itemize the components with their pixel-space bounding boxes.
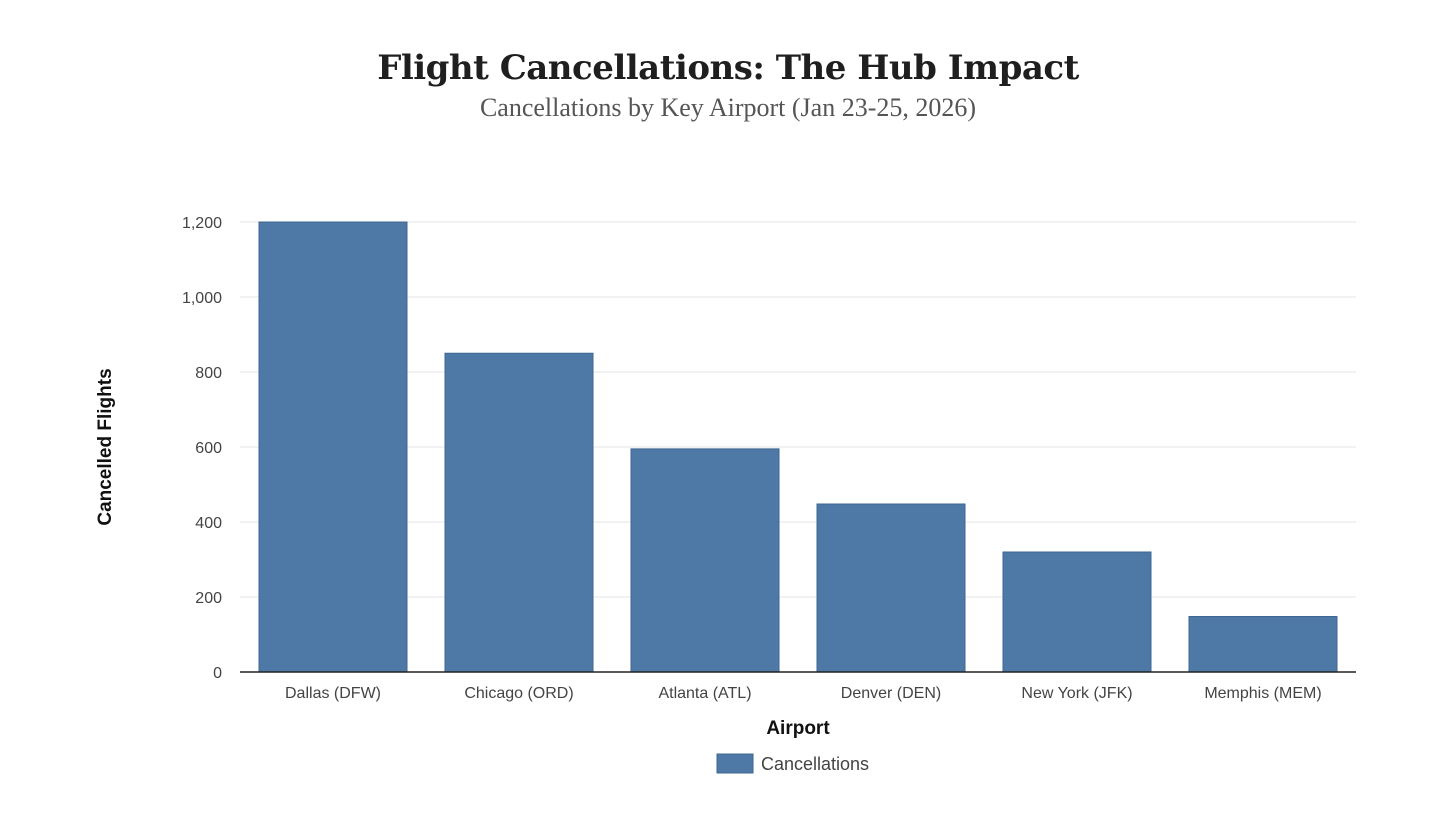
y-tick-label: 600 (195, 440, 222, 457)
x-tick-label: Memphis (MEM) (1204, 685, 1321, 702)
legend: Cancellations (716, 753, 869, 774)
legend-swatch (716, 753, 754, 774)
chart-title: Flight Cancellations: The Hub Impact (377, 48, 1079, 88)
y-tick-label: 0 (213, 665, 222, 682)
bar (816, 503, 966, 673)
x-tick-label: Atlanta (ATL) (658, 685, 751, 702)
chart-subtitle: Cancellations by Key Airport (Jan 23-25,… (479, 93, 977, 122)
x-axis-ticks: Dallas (DFW) Chicago (ORD) Atlanta (ATL) De… (285, 685, 1322, 702)
bar (1188, 616, 1338, 673)
bar (444, 352, 594, 673)
y-tick-label: 1,000 (182, 290, 222, 307)
y-tick-label: 400 (195, 515, 222, 532)
y-axis-title: Cancelled Flights (95, 368, 116, 525)
y-tick-label: 200 (195, 590, 222, 607)
y-tick-label: 1,200 (182, 215, 222, 232)
gridlines (240, 221, 1356, 598)
x-tick-label: Chicago (ORD) (464, 685, 573, 702)
bars (258, 221, 1338, 673)
bar (1002, 551, 1152, 673)
x-tick-label: Denver (DEN) (841, 685, 941, 702)
y-axis-ticks: 0 200 400 600 800 1,000 1,200 (182, 215, 222, 682)
x-tick-label: Dallas (DFW) (285, 685, 381, 702)
x-axis-title: Airport (766, 718, 830, 739)
legend-label: Cancellations (761, 754, 869, 774)
bar (630, 448, 780, 673)
x-tick-label: New York (JFK) (1021, 685, 1132, 702)
bar (258, 221, 408, 673)
y-tick-label: 800 (195, 365, 222, 382)
